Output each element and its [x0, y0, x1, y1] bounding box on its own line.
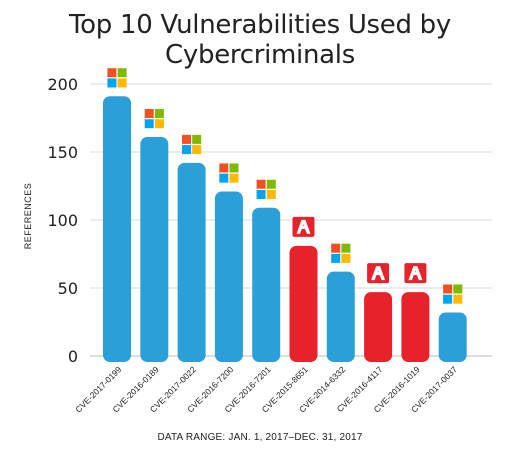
bar [438, 312, 467, 362]
y-tick-label: 100 [47, 211, 78, 230]
windows-icon [182, 134, 202, 155]
bar [214, 191, 243, 362]
adobe-icon [367, 263, 390, 284]
windows-icon [331, 243, 351, 263]
bar [140, 137, 169, 362]
bar [177, 162, 206, 362]
y-tick-label: 150 [47, 143, 78, 162]
bar [103, 96, 131, 363]
windows-icon [256, 179, 276, 199]
bar [401, 292, 430, 362]
y-tick-label: 50 [58, 279, 78, 298]
bar [364, 292, 393, 362]
y-tick-label: 0 [68, 347, 78, 366]
windows-icon [443, 284, 463, 304]
y-tick-label: 200 [47, 75, 78, 94]
adobe-icon [292, 216, 315, 237]
windows-icon [144, 109, 164, 129]
bar [326, 271, 355, 362]
windows-icon [219, 163, 239, 183]
bar [289, 245, 318, 362]
bar [252, 207, 281, 362]
chart-title: Top 10 Vulnerabilities Used by Cybercrim… [69, 10, 451, 70]
data-range-footnote: DATA RANGE: JAN. 1, 2017–DEC. 31, 2017 [157, 432, 363, 443]
adobe-icon [404, 263, 427, 284]
windows-icon [107, 68, 127, 88]
